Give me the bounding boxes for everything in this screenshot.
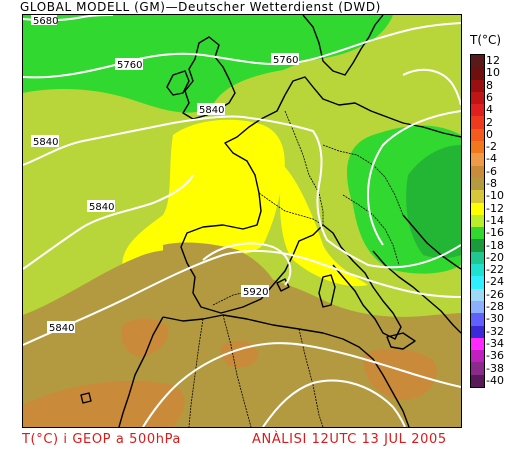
contour-5760-north: [23, 22, 461, 79]
legend-label: 2: [486, 115, 493, 129]
legend-swatch: [471, 153, 484, 166]
field-description: T(°C) i GEOP a 500hPa: [22, 432, 182, 447]
legend-label: -16: [486, 226, 504, 240]
coastlines: [80, 15, 461, 427]
warm-core-south: [23, 381, 185, 427]
legend-label: 6: [486, 90, 493, 104]
legend-label: -36: [486, 349, 504, 363]
coast-north-africa: [162, 314, 410, 427]
contour-5840-loop-east: [367, 110, 461, 246]
yellow-band: [122, 119, 285, 270]
legend-title: T(°C): [470, 33, 502, 47]
contour-warm-south-2: [262, 379, 406, 427]
legend-swatch: [471, 128, 484, 142]
legend-swatch: [471, 190, 484, 203]
legend-swatch: [471, 337, 484, 351]
coast-canaries: [80, 392, 92, 404]
legend-label: 12: [486, 54, 500, 67]
contour-5920: [23, 249, 461, 346]
legend-swatch: [471, 202, 484, 215]
warm-core-east: [363, 348, 437, 400]
legend-label: -14: [486, 213, 504, 227]
color-legend: [470, 54, 485, 388]
contour-5840: [23, 115, 461, 269]
legend-swatch: [471, 67, 484, 80]
legend-swatch: [471, 116, 484, 129]
contour-labels: 5680 5760 5760 5840 5840 5840 5840 5920: [31, 15, 299, 334]
contour-5840-west: [23, 174, 194, 270]
contour-north-east-loop: [402, 68, 461, 106]
contour-label-5680: 5680: [33, 16, 58, 27]
coast-denmark-baltic: [284, 76, 461, 138]
legend-label: -4: [486, 152, 497, 166]
contour-warm-south: [142, 342, 461, 427]
legend-label: -34: [486, 336, 504, 350]
legend-label: -6: [486, 164, 497, 178]
contour-label-5920: 5920: [243, 287, 268, 298]
legend-swatch: [471, 91, 484, 105]
legend-swatch: [471, 104, 484, 117]
legend-label: 4: [486, 103, 493, 117]
legend-label: -8: [486, 177, 497, 190]
contour-label-5840-c: 5840: [89, 202, 114, 213]
legend-swatch: [471, 288, 484, 301]
legend-label: -12: [486, 201, 504, 215]
weather-map: 5680 5760 5760 5840 5840 5840 5840 5920: [22, 14, 462, 428]
legend-swatch: [471, 374, 484, 388]
contour-5920-loop: [202, 242, 292, 286]
legend-swatch: [471, 239, 484, 252]
legend-label: -18: [486, 238, 504, 252]
legend-swatch: [471, 276, 484, 289]
legend-swatch: [471, 79, 484, 92]
legend-label: -2: [486, 140, 497, 154]
legend-swatch: [471, 214, 484, 228]
coast-sicily: [386, 332, 416, 350]
legend-swatch: [471, 325, 484, 338]
legend-swatch: [471, 251, 484, 265]
coast-sardinia-corsica: [318, 274, 336, 308]
legend-swatch: [471, 264, 484, 277]
legend-swatch: [471, 227, 484, 240]
coast-scandinavia: [302, 15, 384, 76]
coast-africa-west: [118, 316, 164, 427]
cold-pool-east-deep: [406, 145, 461, 259]
legend-label: -24: [486, 275, 504, 289]
legend-swatch: [471, 165, 484, 178]
legend-label: 10: [486, 66, 500, 80]
geopotential-contours: [23, 15, 461, 427]
legend-label: 8: [486, 78, 493, 92]
coast-france-iberia-west: [180, 94, 324, 314]
legend-label: -20: [486, 250, 504, 264]
legend-label: -38: [486, 361, 504, 375]
legend-swatch: [471, 55, 484, 68]
coast-balearics: [276, 278, 290, 292]
legend-swatch: [471, 177, 484, 191]
contour-label-5840-b: 5840: [33, 137, 58, 148]
legend-swatch: [471, 362, 484, 375]
contour-label-5760-b: 5760: [273, 55, 298, 66]
legend-label: -26: [486, 287, 504, 301]
legend-label: 0: [486, 127, 493, 141]
analysis-timestamp: ANÀLISI 12UTC 13 JUL 2005: [252, 432, 447, 447]
map-title: GLOBAL MODELL (GM)—Deutscher Wetterdiens…: [20, 0, 381, 14]
legend-swatch: [471, 141, 484, 154]
legend-label: -40: [486, 373, 504, 387]
legend-swatch: [471, 350, 484, 363]
legend-label: -32: [486, 324, 504, 338]
legend-swatch: [471, 300, 484, 314]
coast-ireland: [166, 70, 190, 96]
legend-label: -30: [486, 312, 504, 326]
legend-swatch: [471, 313, 484, 326]
legend-label: -10: [486, 189, 504, 203]
legend-label: -22: [486, 263, 504, 277]
map-canvas: 5680 5760 5760 5840 5840 5840 5840 5920: [23, 15, 461, 427]
legend-label: -28: [486, 300, 504, 313]
yellow-band-east: [280, 165, 368, 287]
contour-label-5840-d: 5840: [49, 323, 74, 334]
coast-balkans: [402, 214, 461, 270]
contour-label-5760-a: 5760: [117, 60, 142, 71]
cold-patch-top: [253, 15, 393, 60]
contour-label-5840-a: 5840: [199, 105, 224, 116]
